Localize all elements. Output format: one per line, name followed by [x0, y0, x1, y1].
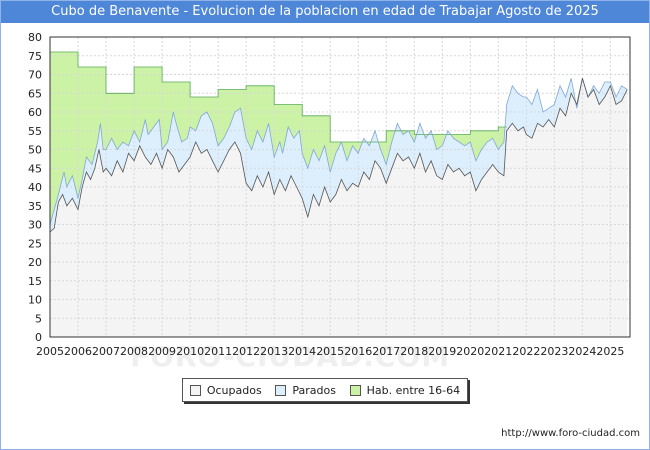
line-parados — [49, 78, 628, 225]
watermark: FORO-CIUDAD.COM — [130, 340, 451, 373]
x-tick-label: 2016 — [344, 345, 372, 358]
legend-item-ocupados: Ocupados — [189, 383, 262, 397]
source-link[interactable]: http://www.foro-ciudad.com — [501, 428, 640, 439]
x-tick-label: 2022 — [512, 345, 540, 358]
x-tick-label: 2012 — [232, 345, 260, 358]
y-tick-label: 10 — [28, 294, 42, 307]
area-ocupados — [50, 78, 628, 338]
legend-swatch-ocupados — [189, 384, 201, 396]
x-tick-label: 2010 — [176, 345, 204, 358]
y-tick-label: 30 — [28, 219, 42, 232]
legend-label-hab: Hab. entre 16-64 — [366, 383, 461, 397]
y-tick-label: 65 — [28, 87, 42, 100]
x-tick-label: 2006 — [64, 345, 92, 358]
x-tick-label: 2007 — [92, 345, 120, 358]
x-tick-label: 2015 — [316, 345, 344, 358]
line-hab-entre-16-64 — [50, 51, 507, 143]
y-tick-label: 40 — [28, 181, 42, 194]
legend-item-parados: Parados — [275, 384, 336, 397]
y-tick-label: 20 — [28, 256, 42, 269]
x-tick-label: 2021 — [484, 345, 512, 358]
x-tick-label: 2013 — [260, 345, 288, 358]
x-tick-label: 2009 — [148, 345, 176, 358]
x-tick-label: 2023 — [540, 345, 568, 358]
y-tick-label: 80 — [28, 31, 42, 44]
y-tick-label: 55 — [28, 125, 42, 138]
y-tick-label: 5 — [35, 312, 42, 325]
x-tick-label: 2011 — [204, 345, 232, 358]
line-ocupados — [49, 78, 628, 233]
y-tick-label: 70 — [28, 69, 42, 82]
y-tick-label: 50 — [28, 144, 42, 157]
x-tick-label: 2020 — [456, 345, 484, 358]
legend-label-parados: Parados — [292, 383, 336, 397]
chart-title: Cubo de Benavente - Evolucion de la pobl… — [1, 1, 649, 23]
x-tick-label: 2014 — [288, 345, 316, 358]
chart-legend: Ocupados Parados Hab. entre 16-64 — [182, 378, 468, 402]
x-tick-label: 2005 — [36, 345, 64, 358]
x-tick-label: 2018 — [400, 345, 428, 358]
y-tick-label: 25 — [28, 237, 42, 250]
legend-label-ocupados: Ocupados — [206, 383, 262, 397]
y-tick-label: 45 — [28, 162, 42, 175]
y-tick-label: 60 — [28, 106, 42, 119]
x-tick-label: 2024 — [568, 345, 596, 358]
legend-item-hab: Hab. entre 16-64 — [349, 383, 461, 397]
legend-swatch-parados — [275, 384, 287, 396]
y-tick-label: 75 — [28, 50, 42, 63]
legend-swatch-hab — [349, 384, 361, 396]
y-tick-label: 0 — [35, 331, 42, 344]
x-tick-label: 2008 — [120, 345, 148, 358]
x-tick-label: 2017 — [372, 345, 400, 358]
plot-border — [49, 36, 631, 338]
x-tick-label: 2025 — [596, 345, 624, 358]
y-tick-label: 15 — [28, 275, 42, 288]
y-tick-label: 35 — [28, 200, 42, 213]
x-tick-label: 2019 — [428, 345, 456, 358]
